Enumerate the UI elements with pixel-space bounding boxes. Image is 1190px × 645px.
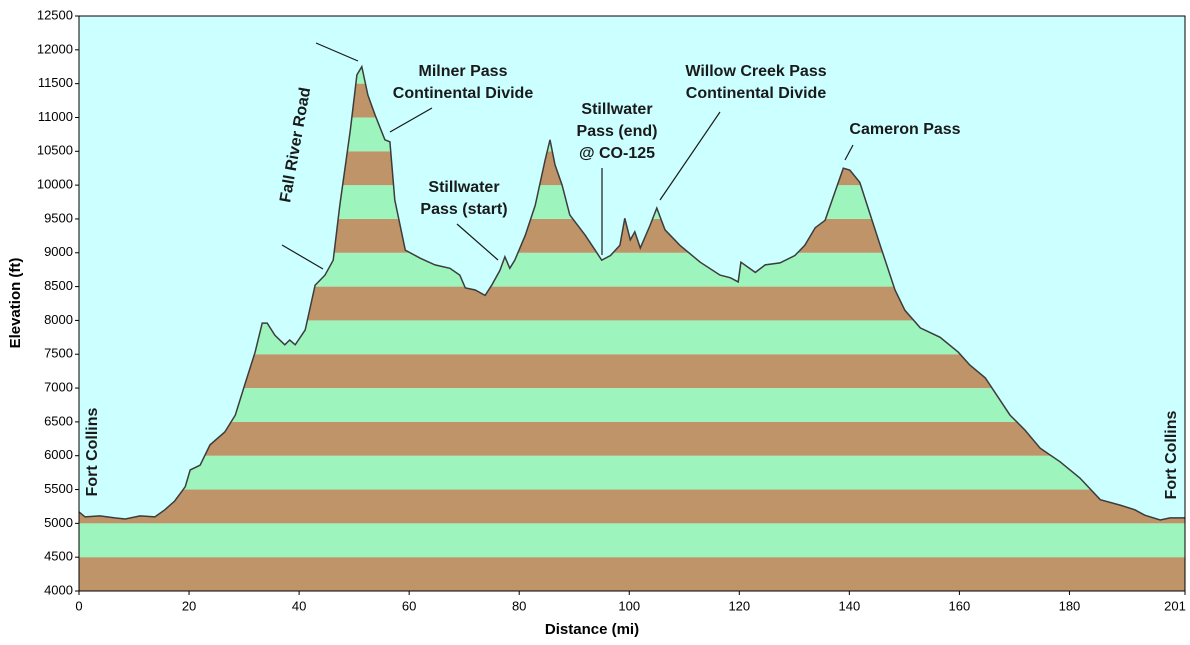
leader-line bbox=[281, 244, 324, 270]
leader-line bbox=[844, 144, 854, 161]
y-tick-label: 10000 bbox=[37, 177, 73, 192]
y-tick-label: 8000 bbox=[44, 312, 73, 327]
x-tick-label: 140 bbox=[838, 598, 860, 613]
y-tick-label: 11000 bbox=[38, 109, 73, 124]
band bbox=[79, 557, 1185, 591]
annotation: Willow Creek Pass bbox=[685, 63, 826, 80]
y-tick-label: 9500 bbox=[44, 210, 73, 225]
x-axis-label: Distance (mi) bbox=[545, 621, 639, 638]
x-tick-label: 100 bbox=[618, 598, 640, 613]
band bbox=[79, 489, 1185, 524]
y-tick-label: 8500 bbox=[44, 278, 73, 293]
x-tick-label: 120 bbox=[728, 598, 750, 613]
annotation: Continental Divide bbox=[393, 85, 534, 102]
x-tick-label: 60 bbox=[402, 598, 416, 613]
band bbox=[79, 421, 1185, 456]
y-tick-label: 12000 bbox=[37, 41, 73, 56]
y-tick-label: 9000 bbox=[44, 244, 73, 259]
annotation: Fort Collins bbox=[84, 407, 101, 496]
annotation: Continental Divide bbox=[686, 85, 827, 102]
band bbox=[79, 523, 1185, 558]
x-tick-label: 40 bbox=[292, 598, 306, 613]
y-tick-label: 6000 bbox=[44, 447, 73, 462]
y-tick-label: 5500 bbox=[44, 481, 73, 496]
y-tick-label: 5000 bbox=[44, 515, 73, 530]
annotation: Stillwater bbox=[428, 179, 499, 196]
annotation: Milner Pass bbox=[419, 63, 508, 80]
x-tick-label: 180 bbox=[1059, 598, 1081, 613]
plot-frame bbox=[78, 15, 1186, 592]
y-tick-label: 11500 bbox=[38, 75, 73, 90]
y-tick-label: 7500 bbox=[44, 346, 73, 361]
leader-line bbox=[389, 107, 433, 133]
leader-line bbox=[456, 223, 499, 261]
annotation: Fort Collins bbox=[1163, 410, 1180, 499]
x-tick-label: 20 bbox=[182, 598, 196, 613]
y-tick-label: 4000 bbox=[44, 582, 73, 597]
annotation: Stillwater bbox=[581, 101, 652, 118]
x-tick-label: 201 bbox=[1164, 598, 1186, 613]
y-tick-label: 6500 bbox=[44, 413, 73, 428]
leader-line bbox=[659, 111, 721, 201]
annotation: @ CO-125 bbox=[579, 145, 655, 162]
x-tick-label: 160 bbox=[949, 598, 971, 613]
x-tick-label: 0 bbox=[75, 598, 82, 613]
annotation: Pass (start) bbox=[420, 201, 507, 218]
leader-line bbox=[315, 42, 359, 62]
y-tick-label: 12500 bbox=[37, 7, 73, 22]
x-tick-label: 80 bbox=[512, 598, 526, 613]
y-tick-label: 10500 bbox=[37, 143, 73, 158]
elevation-line bbox=[78, 64, 1185, 521]
y-tick-label: 4500 bbox=[44, 549, 73, 564]
band bbox=[79, 455, 1185, 490]
annotation: Cameron Pass bbox=[849, 121, 960, 138]
y-tick-label: 7000 bbox=[44, 379, 73, 394]
y-axis-label: Elevation (ft) bbox=[7, 258, 24, 349]
annotation: Pass (end) bbox=[577, 123, 658, 140]
